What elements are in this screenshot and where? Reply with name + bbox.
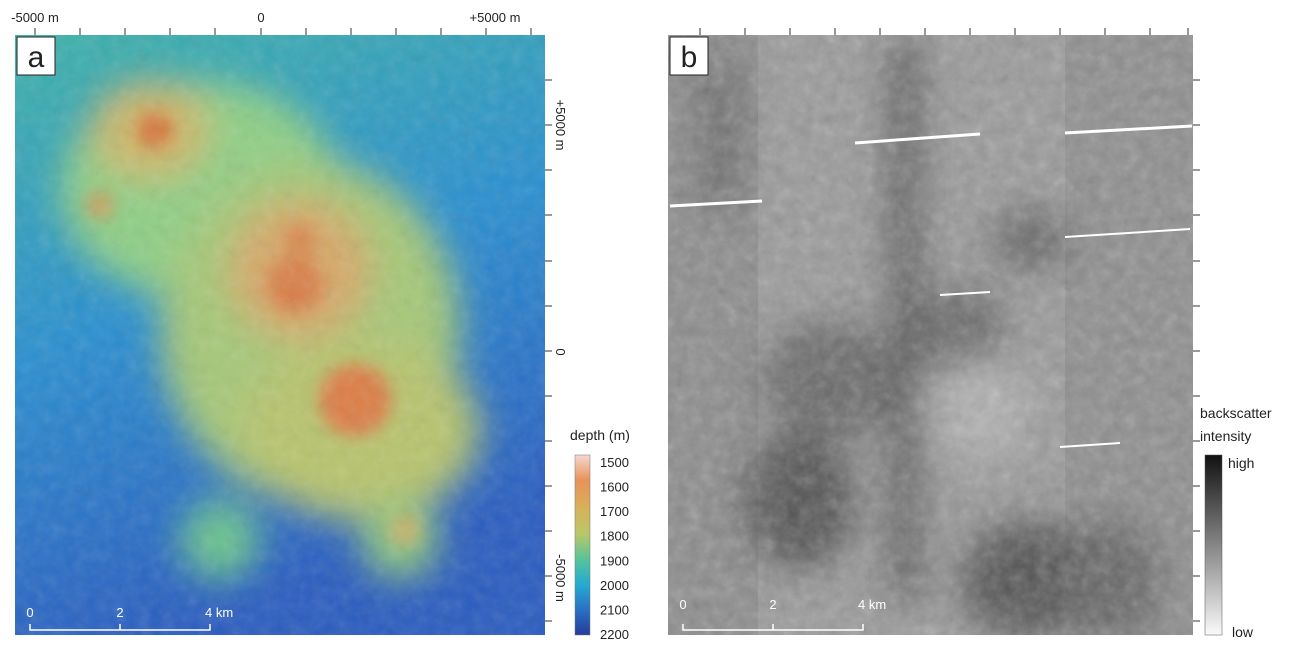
depth-legend-labels: 1500 1600 1700 1800 1900 2000 2100 2200 [600, 455, 629, 642]
depth-legend-label: 1500 [600, 455, 629, 470]
depth-legend-label: 2100 [600, 602, 629, 617]
legend-low: low [1232, 624, 1254, 640]
panel-label: b [681, 41, 698, 74]
scale-label: 2 [769, 597, 776, 612]
depth-legend-label: 1600 [600, 480, 629, 495]
scale-label: 4 km [858, 597, 886, 612]
depth-legend-label: 2200 [600, 627, 629, 642]
figure: a -5000 m 0 +5000 m +5000 m 0 -5000 m 0 … [0, 0, 1308, 643]
top-axis-label: -5000 m [11, 10, 59, 25]
depth-legend-label: 1900 [600, 553, 629, 568]
bathymetry-map [15, 35, 545, 635]
depth-colorbar [575, 455, 590, 635]
depth-legend-label: 2000 [600, 578, 629, 593]
scale-label: 0 [26, 605, 33, 620]
depth-legend-label: 1800 [600, 529, 629, 544]
panel-label: a [28, 41, 45, 74]
scale-label: 4 km [205, 605, 233, 620]
legend-title: backscatter [1200, 405, 1272, 421]
intensity-colorbar [1205, 455, 1222, 635]
scale-label: 0 [679, 597, 686, 612]
legend-title: depth (m) [570, 427, 630, 443]
right-axis-label: 0 [553, 348, 568, 355]
depth-legend-label: 1700 [600, 504, 629, 519]
top-axis-label: 0 [257, 10, 264, 25]
right-axis-label: -5000 m [553, 554, 568, 602]
scale-label: 2 [116, 605, 123, 620]
legend-title: intensity [1200, 428, 1251, 444]
backscatter-map [668, 35, 1193, 640]
legend-high: high [1228, 455, 1254, 471]
top-axis-label: +5000 m [470, 10, 521, 25]
right-axis-label: +5000 m [553, 100, 568, 151]
